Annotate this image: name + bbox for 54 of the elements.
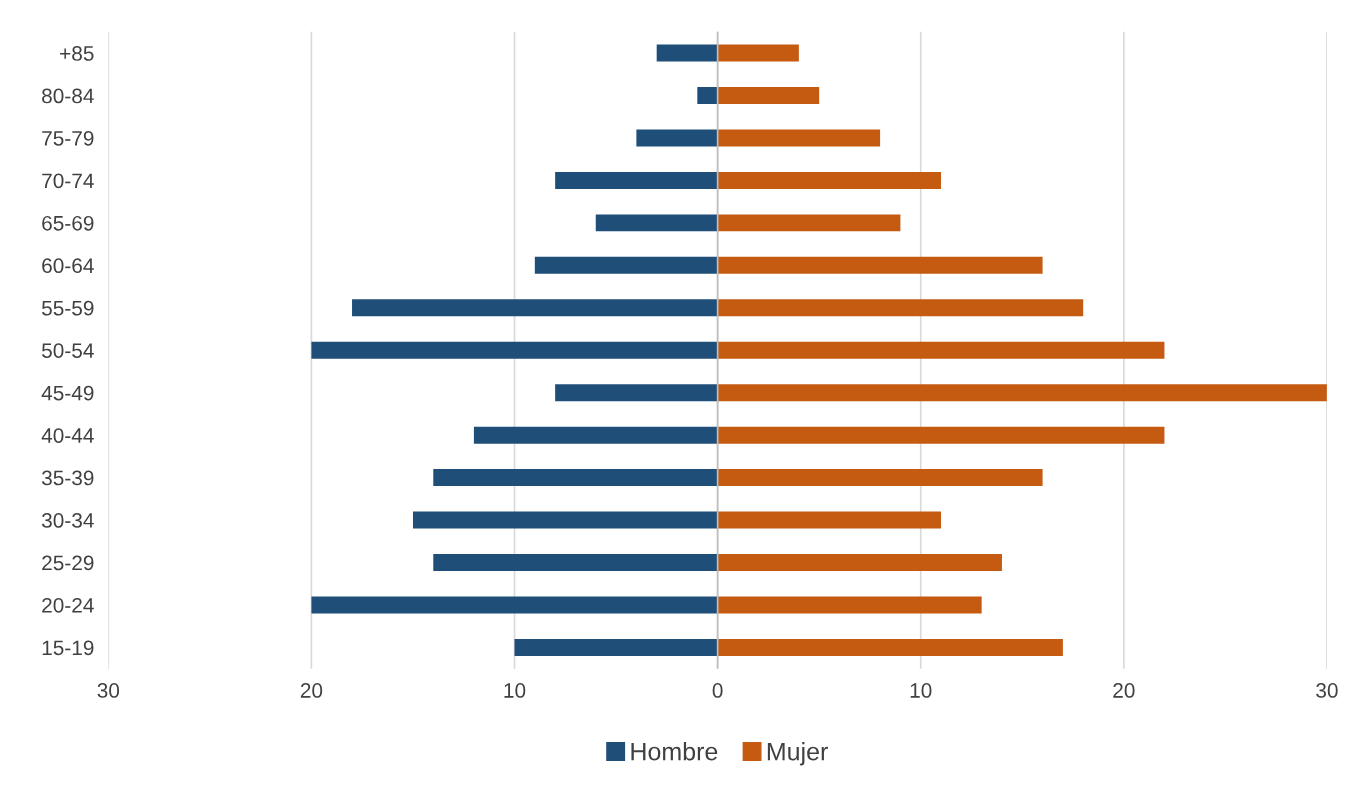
y-tick-label: 45-49 xyxy=(41,385,94,401)
x-tick-label: 30 xyxy=(97,683,120,698)
y-tick-label: 20-24 xyxy=(42,597,94,613)
bar xyxy=(717,299,1084,317)
bar xyxy=(595,214,718,232)
x-tick-label: 10 xyxy=(504,683,526,698)
y-tick-label: 75-79 xyxy=(42,130,94,146)
bar xyxy=(352,299,718,317)
bar xyxy=(717,87,820,105)
bar xyxy=(717,214,901,232)
y-tick-label: 25-29 xyxy=(42,555,94,571)
bar xyxy=(717,384,1327,402)
x-tick-label: 10 xyxy=(910,683,932,698)
bar xyxy=(697,87,718,105)
bar xyxy=(717,511,942,529)
bar xyxy=(555,384,718,402)
y-tick-label: 80-84 xyxy=(42,88,94,104)
x-tick-label: 0 xyxy=(712,683,723,698)
bar xyxy=(717,129,881,147)
y-tick-label: 65-69 xyxy=(42,215,94,231)
x-tick-label: 20 xyxy=(300,683,323,698)
x-tick-label: 30 xyxy=(1316,683,1338,698)
bar xyxy=(311,341,718,359)
y-tick-label: 70-74 xyxy=(42,173,94,189)
bar xyxy=(636,129,718,147)
y-tick-label: 15-19 xyxy=(42,640,94,656)
x-tick-label: 20 xyxy=(1113,683,1135,698)
bar xyxy=(534,256,718,274)
legend-label: Mujer xyxy=(767,742,828,766)
y-tick-label: +85 xyxy=(60,46,94,61)
bar xyxy=(514,638,718,656)
legend-label: Hombre xyxy=(631,742,718,761)
bar xyxy=(433,469,718,487)
bar xyxy=(717,426,1165,444)
y-tick-label: 55-59 xyxy=(41,300,94,316)
bar xyxy=(717,596,982,614)
bar xyxy=(717,256,1043,274)
bar xyxy=(717,469,1043,487)
bar xyxy=(473,426,718,444)
bar xyxy=(656,44,718,62)
bar xyxy=(717,44,799,62)
bar xyxy=(717,638,1063,656)
bar xyxy=(555,171,718,189)
y-tick-label: 40-44 xyxy=(41,428,94,443)
bar xyxy=(717,171,942,189)
bar xyxy=(412,511,718,529)
bar xyxy=(717,554,1002,571)
y-tick-label: 30-34 xyxy=(41,513,94,528)
bar xyxy=(433,554,718,571)
y-tick-label: 60-64 xyxy=(42,258,94,274)
bar xyxy=(311,596,718,614)
bar xyxy=(717,341,1165,359)
y-tick-label: 50-54 xyxy=(41,343,94,358)
y-tick-label: 35-39 xyxy=(41,470,94,486)
